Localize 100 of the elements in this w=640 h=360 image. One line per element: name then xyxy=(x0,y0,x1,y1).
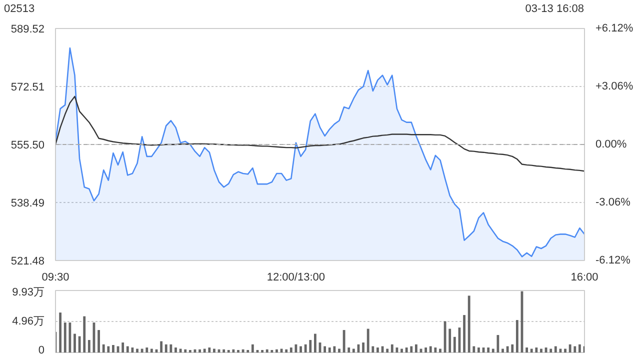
bar xyxy=(535,348,538,352)
bar xyxy=(333,346,336,352)
bar xyxy=(174,348,177,352)
bar xyxy=(184,349,187,352)
bar xyxy=(366,328,370,352)
bar xyxy=(487,348,490,352)
bar xyxy=(136,348,138,352)
bar xyxy=(203,348,206,352)
bar xyxy=(390,344,394,352)
line-series xyxy=(56,96,584,172)
y-tick-label: 572.51 xyxy=(10,82,45,94)
bar xyxy=(429,346,432,352)
bar xyxy=(554,346,557,352)
bar xyxy=(198,349,201,352)
bar xyxy=(453,336,456,352)
bar xyxy=(68,322,72,352)
bar xyxy=(478,348,480,352)
bar xyxy=(208,348,211,352)
bar xyxy=(146,348,148,352)
bar xyxy=(338,348,340,352)
chart-title: 02513 xyxy=(4,2,35,17)
y2-tick-label: 0.00% xyxy=(596,138,627,150)
y2-tick-label: -6.12% xyxy=(596,254,631,266)
bar xyxy=(348,348,350,352)
bar xyxy=(164,344,168,352)
bar xyxy=(222,349,226,352)
bar xyxy=(300,346,302,352)
bar xyxy=(131,348,134,352)
bar xyxy=(468,296,470,352)
y-tick-label: 589.52 xyxy=(10,24,45,36)
bar xyxy=(285,349,288,352)
bar xyxy=(516,320,518,352)
bar xyxy=(213,348,216,352)
bar xyxy=(530,348,533,352)
bar xyxy=(74,334,76,352)
bar xyxy=(540,348,542,352)
bar xyxy=(314,334,316,352)
bar xyxy=(352,348,355,352)
x-tick-label: 12:00/13:00 xyxy=(266,272,326,284)
bar xyxy=(405,348,408,352)
bar xyxy=(434,348,437,352)
bar xyxy=(309,340,312,352)
bar xyxy=(568,344,572,352)
bar xyxy=(126,346,129,352)
bar xyxy=(83,316,86,352)
y2-tick-label: -3.06% xyxy=(596,196,631,208)
bar xyxy=(400,348,403,352)
bar xyxy=(112,345,114,352)
bar xyxy=(396,348,398,352)
bar xyxy=(410,346,413,352)
bar xyxy=(550,348,552,352)
bar xyxy=(304,344,307,352)
bar xyxy=(376,348,379,352)
bar xyxy=(276,349,278,352)
bar xyxy=(242,349,244,352)
bar xyxy=(502,348,504,352)
bar xyxy=(511,344,514,352)
y-tick-label: 0 xyxy=(38,344,45,356)
x-tick-label: 16:00 xyxy=(570,272,598,284)
y2-tick-label: +6.12% xyxy=(596,22,634,34)
bar xyxy=(362,342,364,352)
bar xyxy=(526,348,528,352)
y-tick-label: 521.48 xyxy=(10,256,45,268)
bar xyxy=(328,348,331,352)
bar xyxy=(448,328,452,352)
bar xyxy=(424,348,427,352)
bar xyxy=(496,335,500,352)
bar xyxy=(414,344,418,352)
bar xyxy=(324,346,326,352)
bar xyxy=(463,315,466,352)
bar xyxy=(107,346,110,352)
bar xyxy=(64,322,66,352)
bar xyxy=(439,348,442,352)
y2-tick-label: +3.06% xyxy=(596,80,634,92)
y-tick-label: 555.50 xyxy=(10,140,45,152)
bar xyxy=(266,349,268,352)
y-tick-label: 538.49 xyxy=(10,198,45,210)
bar xyxy=(574,346,576,352)
text: 03-13 16:08 xyxy=(525,2,584,17)
bar xyxy=(140,348,144,352)
bar xyxy=(472,346,476,352)
bar xyxy=(122,342,124,352)
bar xyxy=(102,344,105,352)
x-tick-label: 09:30 xyxy=(42,272,70,284)
bar xyxy=(88,340,90,352)
bar xyxy=(232,349,235,352)
bar xyxy=(506,346,509,352)
bar xyxy=(578,344,581,352)
bar xyxy=(251,344,254,352)
bar xyxy=(372,346,374,352)
bar xyxy=(564,348,566,352)
bar xyxy=(492,348,494,352)
y-tick-label: 9.93万 xyxy=(12,286,45,298)
bar xyxy=(290,348,292,352)
bar xyxy=(386,348,389,352)
bar xyxy=(98,330,100,352)
bar xyxy=(160,341,162,352)
bar xyxy=(59,312,62,352)
y-tick-label: 4.96万 xyxy=(12,316,45,328)
bar xyxy=(170,344,172,352)
